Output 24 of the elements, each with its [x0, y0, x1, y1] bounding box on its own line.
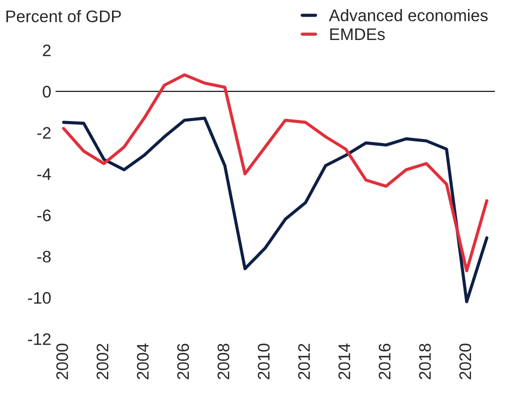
y-tick-label: -10 — [28, 292, 51, 304]
y-tick-label: 2 — [42, 44, 51, 56]
x-tick-label: 2008 — [218, 344, 230, 380]
y-tick-label: -12 — [28, 333, 51, 345]
legend-label: Advanced economies — [328, 9, 488, 22]
x-tick-label: 2016 — [378, 344, 391, 380]
x-tick-label: 2010 — [258, 344, 270, 380]
line-series — [62, 116, 488, 304]
x-tick-label: 2020 — [459, 344, 472, 380]
x-tick-label: 2000 — [56, 344, 68, 380]
y-tick-label: 0 — [42, 86, 51, 98]
y-tick-label: -8 — [37, 250, 51, 263]
legend-label: EMDEs — [330, 28, 385, 40]
y-tick-label: -6 — [37, 210, 51, 222]
x-tick-label: 2014 — [338, 343, 350, 380]
x-tick-label: 2012 — [298, 344, 310, 380]
x-tick-label: 2018 — [419, 344, 431, 380]
line-series — [62, 73, 488, 272]
x-tick-label: 2004 — [136, 343, 149, 380]
y-axis-title: Percent of GDP — [6, 10, 121, 22]
y-tick-label: -2 — [37, 127, 51, 139]
x-tick-label: 2002 — [96, 344, 108, 380]
y-tick-label: -4 — [37, 168, 51, 180]
x-tick-label: 2006 — [177, 344, 190, 380]
